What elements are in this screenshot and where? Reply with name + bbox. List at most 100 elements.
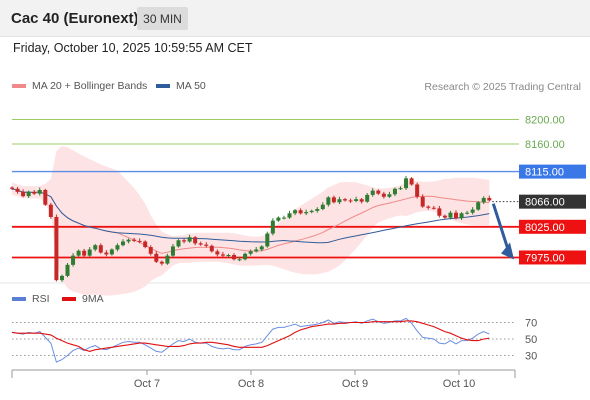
candle-body bbox=[198, 243, 203, 245]
candle-body bbox=[159, 261, 164, 264]
candle-body bbox=[470, 209, 475, 213]
candle bbox=[398, 186, 403, 190]
candle-body bbox=[348, 200, 353, 202]
legend-9ma: 9MA bbox=[62, 293, 104, 305]
candle bbox=[448, 210, 453, 220]
candle bbox=[32, 190, 37, 195]
candle-body bbox=[232, 255, 236, 260]
candle bbox=[54, 214, 59, 282]
candle-body bbox=[254, 249, 259, 252]
candle-body bbox=[182, 240, 187, 242]
candle-body bbox=[487, 197, 492, 201]
candle bbox=[304, 209, 309, 216]
candle-body bbox=[21, 191, 26, 197]
candle bbox=[315, 207, 320, 213]
candle-body bbox=[287, 213, 292, 218]
candle-body bbox=[309, 210, 314, 213]
research-credit: Research © 2025 Trading Central bbox=[424, 81, 581, 93]
candle-body bbox=[237, 259, 242, 261]
candle bbox=[215, 249, 220, 257]
candle bbox=[326, 196, 331, 207]
candle-body bbox=[281, 217, 286, 219]
candle bbox=[243, 252, 248, 261]
candle-body bbox=[65, 264, 70, 276]
candle bbox=[93, 243, 98, 252]
candle bbox=[348, 198, 353, 203]
candle-body bbox=[426, 206, 431, 208]
candle-body bbox=[442, 215, 447, 218]
candle bbox=[209, 244, 214, 253]
candle bbox=[43, 188, 48, 206]
candle bbox=[98, 243, 103, 254]
candle-body bbox=[148, 247, 153, 254]
candle bbox=[381, 191, 386, 199]
candle-body bbox=[98, 245, 103, 253]
candle bbox=[354, 196, 359, 203]
candle bbox=[71, 253, 76, 267]
candle-body bbox=[193, 237, 198, 244]
candle-body bbox=[54, 216, 59, 281]
candle bbox=[159, 260, 164, 266]
candle-body bbox=[32, 191, 37, 194]
candle-body bbox=[365, 194, 370, 202]
level-badge-resistance bbox=[519, 164, 586, 179]
x-tick-label: Oct 7 bbox=[134, 378, 160, 390]
candle-body bbox=[359, 199, 364, 202]
candle-body bbox=[376, 190, 381, 194]
current-price-label: 8066.00 bbox=[525, 197, 565, 209]
candle bbox=[15, 186, 20, 194]
candle bbox=[376, 189, 381, 195]
candle-body bbox=[387, 194, 392, 197]
candle bbox=[454, 210, 458, 220]
candle-body bbox=[176, 240, 181, 247]
candle bbox=[426, 205, 431, 210]
candle-body bbox=[109, 249, 114, 255]
forecast-arrow-shaft bbox=[491, 203, 510, 250]
candle-body bbox=[37, 190, 42, 194]
legend-ma20-bollinger: MA 20 + Bollinger Bands bbox=[12, 80, 147, 92]
candle bbox=[343, 197, 347, 202]
legend-ma50-label: MA 50 bbox=[176, 80, 206, 92]
candle-body bbox=[420, 196, 425, 207]
candle-body bbox=[248, 251, 253, 254]
rsi-tick-label: 70 bbox=[525, 318, 537, 330]
candle-body bbox=[15, 188, 20, 192]
legend-ma20-label: MA 20 + Bollinger Bands bbox=[32, 80, 148, 92]
candle bbox=[470, 207, 475, 215]
candle-body bbox=[76, 250, 81, 256]
candle-body bbox=[398, 188, 403, 190]
candle bbox=[170, 243, 175, 258]
candle-body bbox=[43, 190, 48, 205]
candle-body bbox=[448, 212, 453, 218]
forecast-arrow-head bbox=[501, 242, 514, 260]
candle bbox=[365, 193, 370, 203]
candle bbox=[148, 245, 153, 256]
current-price-badge bbox=[519, 194, 586, 209]
legend-9ma-label: 9MA bbox=[82, 293, 104, 305]
candle-body bbox=[204, 244, 209, 246]
candle bbox=[248, 249, 253, 256]
chart-datetime: Friday, October 10, 2025 10:59:55 AM CET bbox=[13, 41, 253, 55]
candle-body bbox=[343, 199, 347, 201]
legend-rsi-swatch bbox=[12, 297, 26, 301]
candle bbox=[404, 175, 409, 190]
candle bbox=[265, 231, 270, 248]
candle bbox=[126, 238, 131, 244]
candle bbox=[465, 210, 470, 215]
candle bbox=[481, 196, 486, 205]
level-badge-support bbox=[519, 250, 586, 265]
candle-body bbox=[320, 204, 325, 210]
candle-body bbox=[48, 204, 53, 217]
timeframe-badge[interactable]: 30 MIN bbox=[137, 7, 188, 30]
candle bbox=[198, 241, 203, 246]
candle bbox=[21, 189, 26, 198]
candle-body bbox=[298, 210, 303, 214]
candle bbox=[87, 247, 92, 257]
header-bar: Cac 40 (Euronext) 30 MIN bbox=[0, 0, 590, 37]
candle bbox=[442, 214, 447, 219]
rsi-tick-label: 50 bbox=[525, 334, 537, 346]
candle bbox=[59, 274, 64, 282]
candle-body bbox=[354, 199, 359, 202]
candle bbox=[320, 202, 325, 211]
